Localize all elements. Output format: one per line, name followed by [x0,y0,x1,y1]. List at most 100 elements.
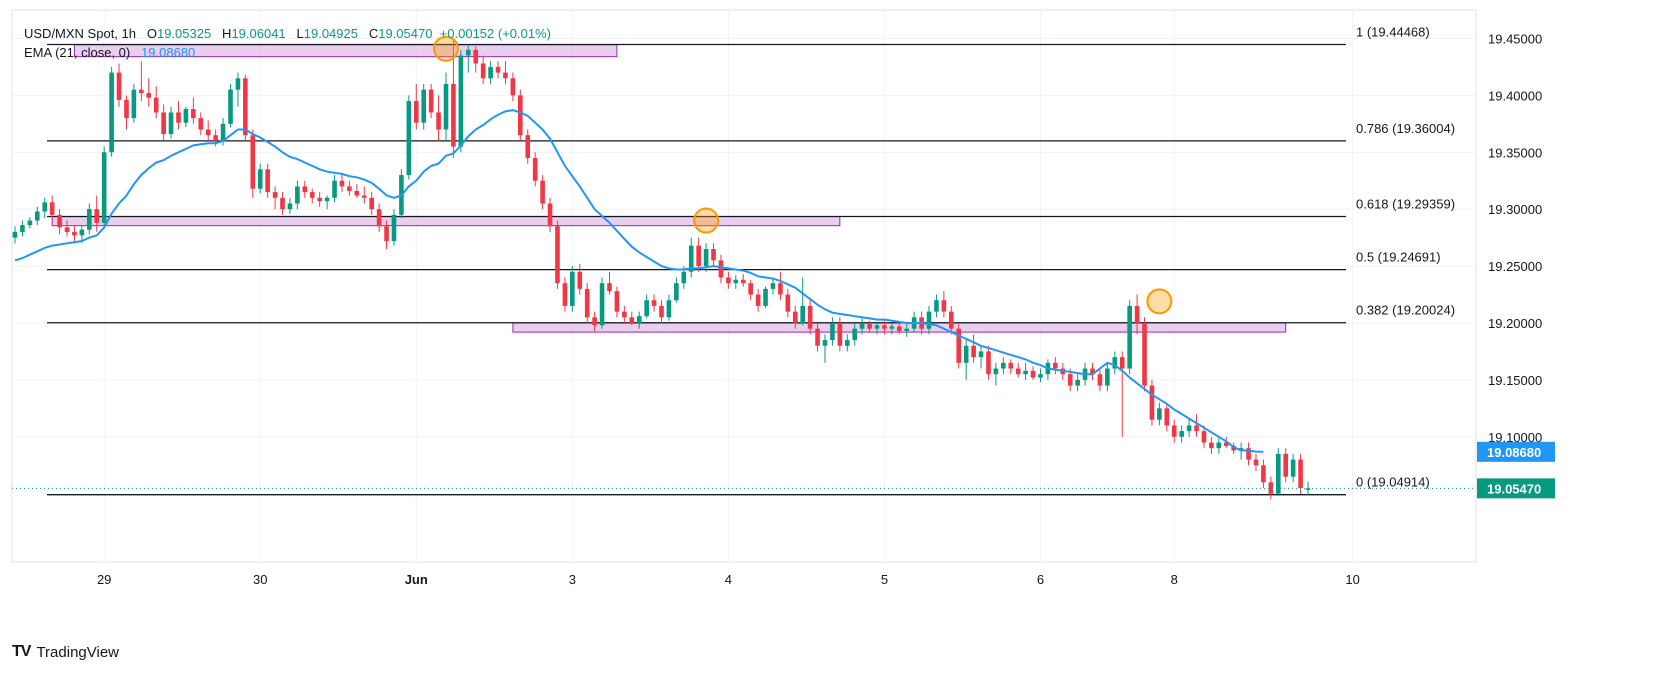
candle-body[interactable] [607,283,612,292]
candle-body[interactable] [993,368,999,375]
candle-body[interactable] [1053,362,1058,369]
candle-body[interactable] [1119,357,1125,369]
candle-body[interactable] [577,271,583,289]
candle-body[interactable] [488,66,493,79]
candle-body[interactable] [339,180,345,187]
candle-body[interactable] [465,49,471,56]
candle-body[interactable] [740,279,746,284]
candle-body[interactable] [926,311,932,329]
candle-body[interactable] [79,229,85,236]
candle-body[interactable] [72,231,77,236]
candle-body[interactable] [287,203,293,210]
candle-body[interactable] [1290,459,1296,477]
candle-body[interactable] [1157,408,1162,420]
candle-body[interactable] [896,326,902,331]
candle-body[interactable] [614,291,620,312]
candle-body[interactable] [963,345,969,363]
candle-body[interactable] [941,300,947,312]
candle-body[interactable] [859,322,865,329]
candle-body[interactable] [800,305,805,323]
candle-body[interactable] [555,226,560,284]
candle-body[interactable] [837,322,843,346]
candle-body[interactable] [785,294,791,312]
candle-body[interactable] [681,271,687,284]
candle-body[interactable] [20,225,25,232]
candle-body[interactable] [763,288,768,306]
ema-label[interactable]: EMA (21, close, 0) [24,45,131,60]
candle-body[interactable] [659,305,664,318]
candle-body[interactable] [570,271,575,306]
candle-body[interactable] [101,152,107,223]
candle-body[interactable] [198,118,204,130]
candle-body[interactable] [1075,379,1080,386]
candle-body[interactable] [599,283,605,326]
axes[interactable]: 19.45000 19.40000 19.35000 19.30000 19.25000… [11,9,1542,587]
candle-body[interactable] [168,112,174,135]
candle-body[interactable] [1253,459,1259,466]
candle-body[interactable] [94,209,100,223]
candle-body[interactable] [1246,448,1251,460]
candle-body[interactable] [1127,305,1132,369]
candle-body[interactable] [718,260,724,278]
candle-body[interactable] [57,214,62,228]
candle-body[interactable] [361,195,367,198]
candle-body[interactable] [116,72,122,100]
candle-body[interactable] [1142,322,1147,386]
candle-body[interactable] [161,112,166,135]
candle-body[interactable] [324,197,330,202]
candle-body[interactable] [220,123,226,141]
candle-body[interactable] [1149,385,1155,420]
candle-body[interactable] [532,157,538,181]
candle-body[interactable] [1231,445,1236,451]
candle-body[interactable] [852,328,858,341]
candle-body[interactable] [391,214,397,242]
candle-body[interactable] [711,249,716,261]
candle-body[interactable] [584,288,590,318]
candle-body[interactable] [971,345,976,358]
candle-body[interactable] [1001,362,1006,369]
candle-body[interactable] [510,78,516,96]
candle-body[interactable] [770,283,776,289]
candle-body[interactable] [889,326,895,329]
candle-body[interactable] [636,316,642,323]
candle-body[interactable] [191,109,196,119]
candle-body[interactable] [629,317,635,323]
candle-body[interactable] [696,245,701,267]
candle-body[interactable] [1194,425,1199,432]
candle-body[interactable] [139,89,144,94]
candle-body[interactable] [1209,442,1214,449]
symbol-label[interactable]: USD/MXN Spot, 1h [24,26,136,41]
candle-body[interactable] [755,294,761,306]
candle-body[interactable] [272,192,278,198]
candle-body[interactable] [1223,442,1229,446]
candle-body[interactable] [87,209,92,230]
candle-body[interactable] [525,135,531,158]
candle-body[interactable] [243,78,248,136]
candle-body[interactable] [124,99,129,119]
candle-body[interactable] [978,351,984,358]
candle-body[interactable] [213,135,218,141]
candle-body[interactable] [1298,459,1303,489]
candle-body[interactable] [1164,408,1170,426]
candle-body[interactable] [428,89,434,113]
candle-body[interactable] [822,340,828,346]
candle-body[interactable] [703,249,709,267]
candle-body[interactable] [176,112,181,123]
candle-body[interactable] [146,93,152,98]
candle-body[interactable] [1275,453,1281,494]
candle-body[interactable] [792,311,798,323]
candle-body[interactable] [949,311,954,329]
candle-body[interactable] [1067,374,1073,386]
candle-body[interactable] [1134,305,1140,323]
candle-body[interactable] [934,300,939,312]
candle-body[interactable] [882,325,887,329]
candlestick-series[interactable] [12,38,1311,500]
candle-body[interactable] [1038,374,1043,378]
candle-body[interactable] [867,322,872,329]
candle-body[interactable] [592,317,597,326]
candle-body[interactable] [235,78,241,90]
candle-body[interactable] [1112,357,1118,369]
candle-body[interactable] [250,135,256,189]
candle-body[interactable] [726,277,731,284]
candle-body[interactable] [547,203,553,227]
